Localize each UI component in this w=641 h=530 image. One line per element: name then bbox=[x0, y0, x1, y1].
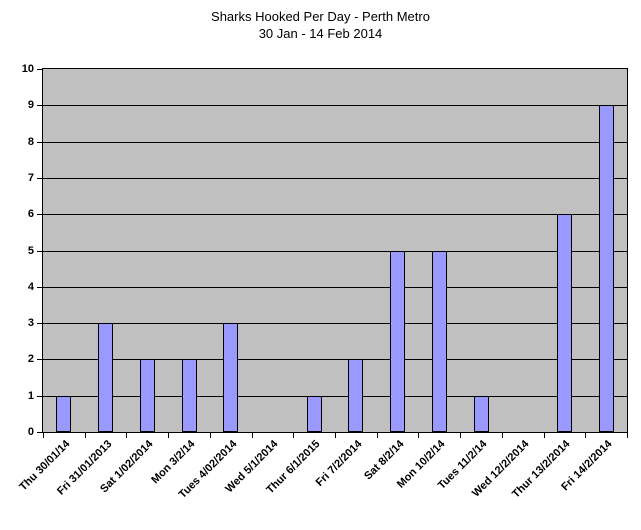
gridline bbox=[43, 251, 627, 252]
bar bbox=[223, 323, 239, 432]
x-tick-mark bbox=[418, 433, 419, 438]
gridline bbox=[43, 142, 627, 143]
y-tick-mark bbox=[37, 105, 42, 106]
y-tick-mark bbox=[37, 69, 42, 70]
x-tick-mark bbox=[335, 433, 336, 438]
x-tick-mark bbox=[85, 433, 86, 438]
bar bbox=[139, 359, 155, 432]
bar bbox=[431, 250, 447, 432]
gridline bbox=[43, 214, 627, 215]
gridline bbox=[43, 396, 627, 397]
x-tick-mark bbox=[168, 433, 169, 438]
gridline bbox=[43, 323, 627, 324]
gridline bbox=[43, 105, 627, 106]
y-tick-mark bbox=[37, 142, 42, 143]
x-tick-mark bbox=[293, 433, 294, 438]
y-tick-mark bbox=[37, 178, 42, 179]
bar bbox=[56, 395, 72, 432]
bar bbox=[306, 395, 322, 432]
y-tick-mark bbox=[37, 323, 42, 324]
y-tick-label: 7 bbox=[27, 171, 34, 184]
bar bbox=[598, 105, 614, 432]
y-tick-mark bbox=[37, 396, 42, 397]
y-tick-label: 1 bbox=[27, 389, 34, 402]
chart-subtitle: 30 Jan - 14 Feb 2014 bbox=[258, 26, 383, 41]
x-tick-mark bbox=[627, 433, 628, 438]
y-tick-label: 0 bbox=[27, 426, 34, 438]
plot-area bbox=[42, 68, 628, 433]
x-tick-mark bbox=[252, 433, 253, 438]
y-tick-mark bbox=[37, 214, 42, 215]
x-tick-mark bbox=[210, 433, 211, 438]
y-tick-label: 4 bbox=[27, 280, 34, 293]
y-tick-label: 6 bbox=[27, 208, 34, 221]
y-tick-mark bbox=[37, 359, 42, 360]
bar bbox=[181, 359, 197, 432]
x-tick-mark bbox=[585, 433, 586, 438]
y-tick-mark bbox=[37, 251, 42, 252]
y-tick-label: 9 bbox=[27, 99, 34, 112]
x-tick-mark bbox=[502, 433, 503, 438]
y-tick-label: 2 bbox=[27, 353, 34, 366]
bar bbox=[390, 250, 406, 432]
bar bbox=[556, 214, 572, 432]
bar bbox=[348, 359, 364, 432]
x-tick-mark bbox=[377, 433, 378, 438]
y-tick-label: 10 bbox=[21, 63, 34, 75]
y-tick-mark bbox=[37, 287, 42, 288]
gridline bbox=[43, 178, 627, 179]
y-tick-label: 8 bbox=[27, 135, 34, 148]
x-tick-mark bbox=[43, 433, 44, 438]
x-tick-mark bbox=[126, 433, 127, 438]
x-tick-mark bbox=[460, 433, 461, 438]
chart-title: Sharks Hooked Per Day - Perth Metro bbox=[211, 9, 430, 24]
bar bbox=[98, 323, 114, 432]
gridline bbox=[43, 359, 627, 360]
x-tick-mark bbox=[544, 433, 545, 438]
y-tick-label: 3 bbox=[27, 317, 34, 330]
y-tick-label: 5 bbox=[27, 244, 34, 257]
y-tick-mark bbox=[37, 432, 42, 433]
bar bbox=[473, 395, 489, 432]
gridline bbox=[43, 287, 627, 288]
